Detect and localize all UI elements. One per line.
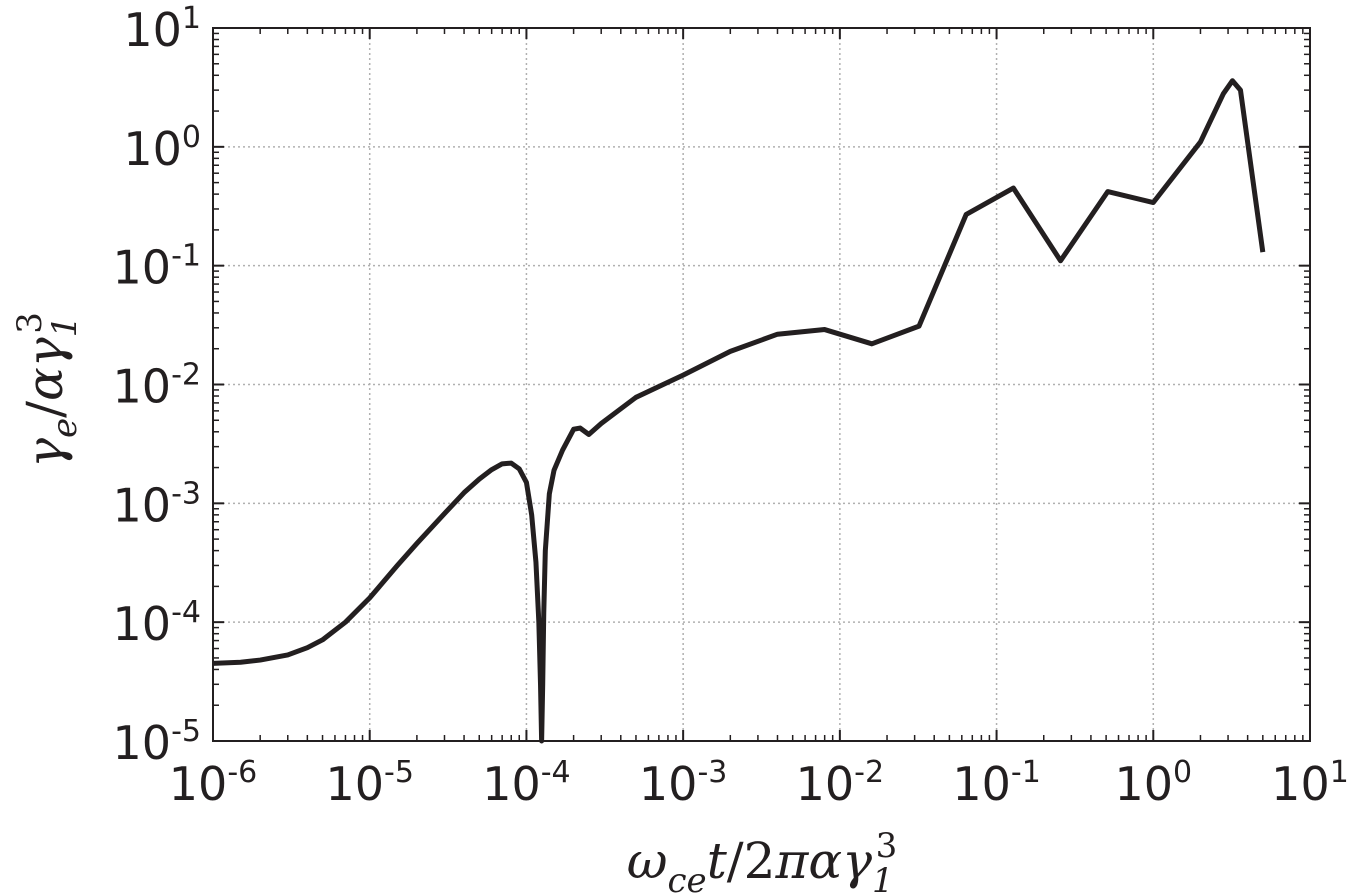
x-tick-label: 10-3 bbox=[639, 755, 727, 811]
y-tick-label-exponent: -5 bbox=[171, 714, 201, 749]
x-tick-label-exponent: -4 bbox=[541, 755, 571, 790]
major-ticks bbox=[212, 27, 1311, 742]
x-tick-label-base: 10 bbox=[1114, 757, 1173, 811]
series-line bbox=[212, 78, 1266, 744]
x-tick-label: 10-1 bbox=[952, 755, 1040, 811]
axis-title-part: ce bbox=[668, 861, 707, 895]
y-tick-label-exponent: 0 bbox=[182, 120, 201, 155]
axis-title-part: α bbox=[16, 367, 74, 401]
x-tick-label-exponent: -1 bbox=[1011, 755, 1041, 790]
axis-title-part: 3 bbox=[876, 826, 898, 866]
y-tick-label-base: 10 bbox=[113, 478, 172, 532]
y-tick-label: 10-3 bbox=[113, 476, 201, 532]
x-tick-label-base: 10 bbox=[482, 757, 541, 811]
axis-title-part: γ bbox=[16, 438, 74, 468]
axis-title-part: γ bbox=[842, 832, 872, 890]
axis-title-part: / bbox=[16, 401, 74, 418]
y-tick-label-exponent: -3 bbox=[171, 476, 201, 511]
plot-frame bbox=[212, 27, 1311, 742]
x-tick-label-exponent: 0 bbox=[1173, 755, 1192, 790]
x-tick-label: 101 bbox=[1271, 755, 1349, 811]
x-tick-label-base: 10 bbox=[796, 757, 855, 811]
y-tick-label: 10-2 bbox=[113, 358, 201, 414]
y-tick-label-exponent: 1 bbox=[182, 1, 201, 36]
y-axis-title: γe/αγ13 bbox=[10, 312, 85, 468]
x-tick-label: 100 bbox=[1114, 755, 1192, 811]
axis-title-part: πα bbox=[774, 832, 842, 890]
y-tick-label: 101 bbox=[123, 1, 201, 57]
y-tick-label: 10-4 bbox=[113, 595, 201, 651]
axis-title-part: t bbox=[707, 832, 728, 890]
y-tick-label: 100 bbox=[123, 120, 201, 176]
x-tick-label-base: 10 bbox=[952, 757, 1011, 811]
x-tick-label-exponent: -3 bbox=[697, 755, 727, 790]
y-tick-label-base: 10 bbox=[123, 3, 182, 57]
axis-title-part: ω bbox=[627, 832, 668, 890]
x-tick-label: 10-2 bbox=[796, 755, 884, 811]
y-tick-label-exponent: -2 bbox=[171, 358, 201, 393]
y-tick-label-base: 10 bbox=[113, 241, 172, 295]
x-tick-label: 10-5 bbox=[325, 755, 413, 811]
axis-title-part: γ bbox=[16, 337, 74, 367]
minor-ticks bbox=[213, 28, 1310, 741]
y-tick-label-base: 10 bbox=[113, 360, 172, 414]
series-layer bbox=[212, 78, 1266, 744]
x-tick-label-exponent: 1 bbox=[1330, 755, 1349, 790]
x-tick-label-base: 10 bbox=[1271, 757, 1330, 811]
x-tick-label-base: 10 bbox=[639, 757, 698, 811]
x-tick-labels: 10-6 10-5 10-4 10-3 10-2 10-1 100 101 bbox=[169, 755, 1349, 811]
axis-title-part: 3 bbox=[10, 312, 50, 334]
y-tick-label: 10-5 bbox=[113, 714, 201, 770]
y-tick-label: 10-1 bbox=[113, 239, 201, 295]
axis-title-part: /2 bbox=[727, 832, 776, 890]
axis-title-part: 1 bbox=[45, 316, 85, 338]
grid bbox=[213, 28, 1310, 741]
x-tick-label-base: 10 bbox=[169, 757, 228, 811]
axis-title-part: 1 bbox=[872, 861, 894, 895]
x-axis-title: ωcet/2παγ13 bbox=[627, 826, 898, 895]
axis-title-part: e bbox=[45, 418, 85, 438]
x-tick-label-exponent: -5 bbox=[384, 755, 414, 790]
y-tick-label-exponent: -1 bbox=[171, 239, 201, 274]
y-tick-label-exponent: -4 bbox=[171, 595, 201, 630]
x-tick-label: 10-6 bbox=[169, 755, 257, 811]
x-tick-label: 10-4 bbox=[482, 755, 570, 811]
y-tick-label-base: 10 bbox=[113, 597, 172, 651]
x-tick-label-exponent: -6 bbox=[227, 755, 257, 790]
y-tick-label-base: 10 bbox=[113, 716, 172, 770]
x-tick-label-exponent: -2 bbox=[854, 755, 884, 790]
x-tick-label-base: 10 bbox=[325, 757, 384, 811]
y-tick-label-base: 10 bbox=[123, 122, 182, 176]
